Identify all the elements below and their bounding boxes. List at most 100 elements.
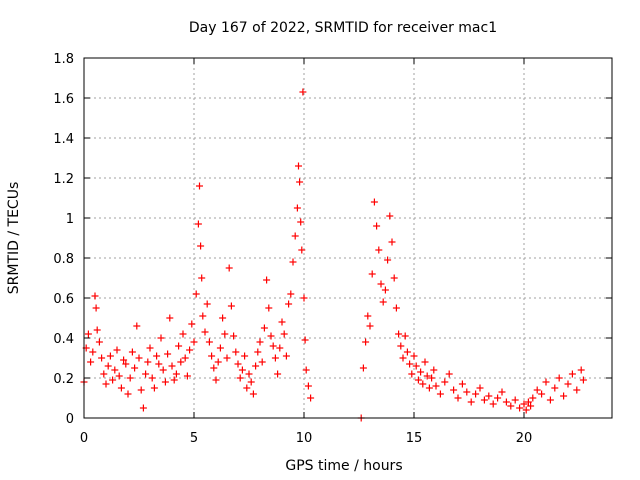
data-point — [98, 354, 106, 362]
data-point — [299, 88, 307, 96]
data-point — [260, 324, 268, 332]
data-point — [232, 348, 240, 356]
chart-title: Day 167 of 2022, SRMTID for receiver mac… — [189, 20, 497, 36]
data-point — [109, 376, 117, 384]
data-point — [390, 274, 398, 282]
data-point — [280, 330, 288, 338]
data-point — [454, 394, 462, 402]
data-point — [197, 242, 205, 250]
data-point — [379, 298, 387, 306]
data-point — [522, 406, 530, 414]
x-tick-label: 10 — [296, 431, 313, 446]
data-point — [133, 322, 141, 330]
data-point — [414, 376, 422, 384]
data-point — [542, 378, 550, 386]
data-point — [87, 358, 95, 366]
data-point — [131, 364, 139, 372]
data-point — [568, 370, 576, 378]
data-point — [179, 330, 187, 338]
data-point — [399, 354, 407, 362]
data-point — [256, 338, 264, 346]
data-point — [120, 356, 128, 364]
data-point — [269, 342, 277, 350]
data-point — [84, 330, 92, 338]
data-point — [370, 198, 378, 206]
data-point — [234, 360, 242, 368]
data-point — [192, 290, 200, 298]
data-point — [106, 352, 114, 360]
data-point — [441, 378, 449, 386]
data-point — [238, 366, 246, 374]
data-point — [155, 360, 163, 368]
data-point — [304, 382, 312, 390]
data-point — [249, 390, 257, 398]
data-point — [551, 384, 559, 392]
y-tick-label: 1 — [66, 212, 74, 227]
data-point — [430, 366, 438, 374]
data-point — [271, 354, 279, 362]
data-point — [247, 378, 255, 386]
y-axis-label: SRMTID / TECUs — [6, 182, 22, 295]
data-point — [381, 286, 389, 294]
data-point — [293, 204, 301, 212]
data-point — [135, 354, 143, 362]
data-point — [476, 384, 484, 392]
data-point — [520, 400, 528, 408]
data-point — [300, 294, 308, 302]
data-point — [480, 396, 488, 404]
data-point — [577, 366, 585, 374]
data-point — [164, 350, 172, 358]
data-point — [89, 348, 97, 356]
data-point — [472, 390, 480, 398]
data-point — [122, 360, 130, 368]
data-point — [425, 384, 433, 392]
data-point — [139, 404, 147, 412]
data-point — [196, 182, 203, 190]
data-point — [258, 358, 266, 366]
data-point — [298, 246, 306, 254]
data-point — [150, 384, 158, 392]
data-point — [225, 264, 233, 272]
data-point — [423, 372, 431, 380]
data-point — [216, 344, 224, 352]
data-point — [111, 366, 119, 374]
data-point — [276, 344, 284, 352]
data-point — [190, 338, 198, 346]
data-point — [287, 290, 295, 298]
data-point — [95, 338, 103, 346]
data-point — [104, 362, 112, 370]
data-point — [199, 312, 207, 320]
data-point — [181, 354, 189, 362]
data-point — [252, 362, 260, 370]
data-point — [538, 390, 546, 398]
data-point — [560, 392, 568, 400]
x-axis-label: GPS time / hours — [285, 458, 402, 474]
data-point — [467, 398, 475, 406]
data-point — [142, 370, 150, 378]
data-point — [137, 386, 145, 394]
data-point — [546, 396, 554, 404]
y-tick-label: 0.8 — [53, 252, 74, 267]
data-point — [148, 374, 156, 382]
x-tick-label: 0 — [80, 431, 88, 446]
data-point — [410, 352, 418, 360]
data-point — [295, 162, 302, 170]
data-point — [203, 300, 211, 308]
data-point — [194, 220, 202, 228]
data-point — [428, 374, 436, 382]
data-point — [289, 258, 297, 266]
data-point — [377, 280, 385, 288]
data-point — [183, 372, 191, 380]
data-point — [285, 300, 293, 308]
data-point — [498, 388, 506, 396]
data-point — [265, 304, 273, 312]
data-point — [263, 276, 271, 284]
x-tick-label: 20 — [516, 431, 533, 446]
data-point — [153, 352, 161, 360]
data-point — [485, 392, 493, 400]
data-point — [212, 376, 220, 384]
data-point — [445, 370, 453, 378]
data-point — [177, 358, 185, 366]
data-point — [241, 352, 249, 360]
y-tick-label: 1.8 — [53, 52, 74, 67]
